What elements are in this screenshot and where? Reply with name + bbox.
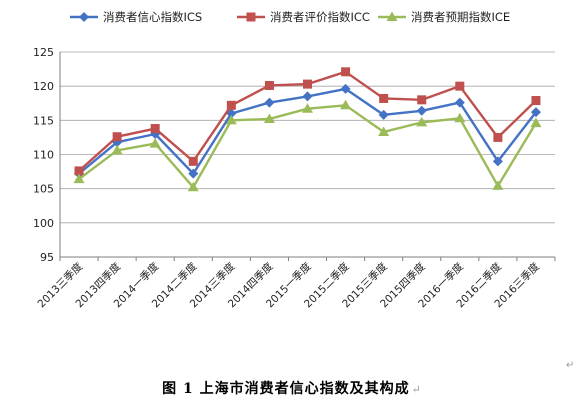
data-point — [492, 180, 504, 190]
legend: 消费者信心指数ICS 消费者评价指数ICC 消费者预期指数ICE — [70, 10, 510, 24]
data-point — [149, 138, 161, 148]
data-point — [112, 132, 122, 142]
series-2 — [74, 67, 541, 176]
data-point — [454, 97, 465, 108]
y-tick-label: 120 — [33, 80, 54, 93]
y-tick-label: 95 — [40, 251, 54, 264]
figure-caption: 图 1 上海市消费者信心指数及其构成 ↵ — [0, 378, 584, 398]
series-1 — [74, 83, 541, 179]
series-line — [78, 104, 537, 189]
figure-caption-text: 图 1 上海市消费者信心指数及其构成 — [162, 381, 410, 397]
data-point — [225, 114, 237, 125]
legend-marker — [246, 12, 256, 22]
data-point — [417, 95, 427, 105]
paragraph-mark-corner: ↵ — [566, 360, 575, 371]
data-point — [188, 168, 199, 179]
y-tick-label: 105 — [33, 183, 54, 196]
data-point — [378, 109, 389, 120]
data-point — [150, 124, 160, 134]
legend-item: 消费者预期指数ICE — [378, 10, 510, 24]
data-point — [416, 116, 428, 127]
data-point — [455, 81, 465, 91]
data-point — [531, 96, 541, 106]
legend-item: 消费者信心指数ICS — [70, 10, 202, 24]
data-point — [378, 126, 390, 136]
legend-label: 消费者预期指数ICE — [411, 10, 510, 24]
series-group — [73, 67, 542, 192]
y-tick-label: 115 — [33, 114, 54, 127]
data-point — [264, 80, 274, 90]
data-point — [188, 156, 198, 166]
data-point — [303, 79, 312, 89]
data-point — [111, 144, 123, 155]
data-point — [187, 181, 199, 192]
data-point — [416, 105, 427, 116]
data-point — [74, 166, 84, 176]
data-point — [302, 103, 313, 113]
y-tick-label: 125 — [33, 46, 54, 59]
data-point — [264, 97, 275, 108]
y-tick-label: 100 — [33, 217, 54, 230]
data-point — [379, 93, 389, 103]
data-point — [263, 113, 275, 123]
data-point — [340, 99, 352, 110]
axes — [59, 52, 556, 261]
data-point — [340, 83, 351, 94]
y-tick-label: 110 — [33, 149, 54, 162]
legend-label: 消费者评价指数ICC — [270, 10, 370, 24]
line-chart: 消费者信心指数ICS 消费者评价指数ICC 消费者预期指数ICE 95 100 105 1… — [33, 10, 556, 311]
data-point — [302, 91, 313, 102]
data-point — [492, 156, 503, 167]
data-point — [454, 112, 466, 123]
data-point — [341, 67, 351, 77]
data-point — [226, 100, 236, 110]
x-tick-labels: 2013三季度2013四季度2014一季度2014二季度2014三季度2014四… — [35, 260, 543, 311]
legend-item: 消费者评价指数ICC — [237, 10, 370, 24]
paragraph-mark: ↵ — [411, 383, 422, 396]
series-3 — [73, 99, 542, 192]
legend-marker — [79, 12, 89, 22]
data-point — [73, 173, 85, 184]
data-point — [530, 107, 541, 118]
data-point — [493, 132, 503, 142]
legend-marker — [386, 11, 398, 21]
y-tick-labels: 95 100 105 110 115 120 125 — [33, 46, 54, 264]
legend-label: 消费者信心指数ICS — [103, 10, 202, 24]
data-point — [530, 117, 542, 128]
